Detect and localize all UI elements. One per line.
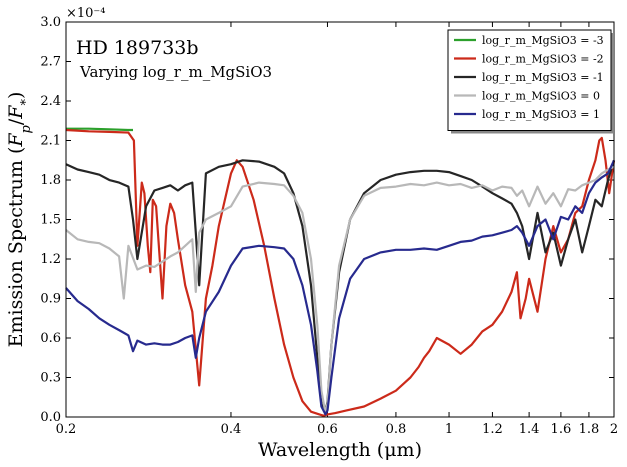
- x-tick-label: 2: [610, 422, 618, 437]
- series-layer: [65, 127, 616, 417]
- legend-label: log_r_m_MgSiO3 = -3: [482, 34, 604, 47]
- legend-label: log_r_m_MgSiO3 = 0: [482, 90, 600, 103]
- x-tick-label: 0.6: [317, 422, 338, 437]
- y-tick-label: 1.8: [40, 173, 61, 188]
- x-tick-label: 1.6: [551, 422, 572, 437]
- x-axis-label: Wavelength (μm): [258, 439, 422, 461]
- chart-subtitle: Varying log_r_m_MgSiO3: [79, 63, 272, 81]
- x-tick-label: 1.2: [482, 422, 503, 437]
- legend-label: log_r_m_MgSiO3 = -1: [482, 71, 604, 84]
- y-multiplier-label: ×10⁻⁴: [66, 6, 106, 21]
- y-tick-label: 1.2: [40, 252, 61, 267]
- x-tick-label: 1.4: [519, 422, 540, 437]
- chart-title: HD 189733b: [76, 37, 199, 59]
- plot-frame: [65, 21, 615, 418]
- tick-layer: 0.0 0.3 0.6 0.9 1.2 1.5 1.8 2.1 2.4 2.7 3.0 0.2 0.4 0…: [40, 15, 618, 437]
- x-tick-label: 1.8: [579, 422, 600, 437]
- y-tick-label: 0.9: [40, 292, 61, 307]
- x-tick-label: 1: [445, 422, 453, 437]
- legend: log_r_m_MgSiO3 = -3 log_r_m_MgSiO3 = -2 lo…: [447, 29, 614, 134]
- x-tick-label: 0.2: [56, 422, 77, 437]
- y-tick-label: 0.6: [40, 331, 61, 346]
- y-tick-label: 0.0: [40, 410, 61, 425]
- series-line-0: [66, 127, 133, 132]
- y-tick-label: 2.1: [40, 134, 61, 149]
- legend-label: log_r_m_MgSiO3 = 1: [482, 108, 600, 121]
- x-tick-label: 0.8: [386, 422, 407, 437]
- legend-label: log_r_m_MgSiO3 = -2: [482, 53, 604, 66]
- y-tick-label: 3.0: [40, 15, 61, 30]
- y-axis-label: Emission Spectrum (Fp/F*): [5, 92, 34, 348]
- y-tick-label: 2.4: [40, 94, 61, 109]
- y-tick-label: 2.7: [40, 55, 61, 70]
- series-line-4: [65, 159, 616, 416]
- y-tick-label: 1.5: [40, 213, 61, 228]
- x-tick-label: 0.4: [221, 422, 242, 437]
- y-tick-label: 0.3: [40, 371, 61, 386]
